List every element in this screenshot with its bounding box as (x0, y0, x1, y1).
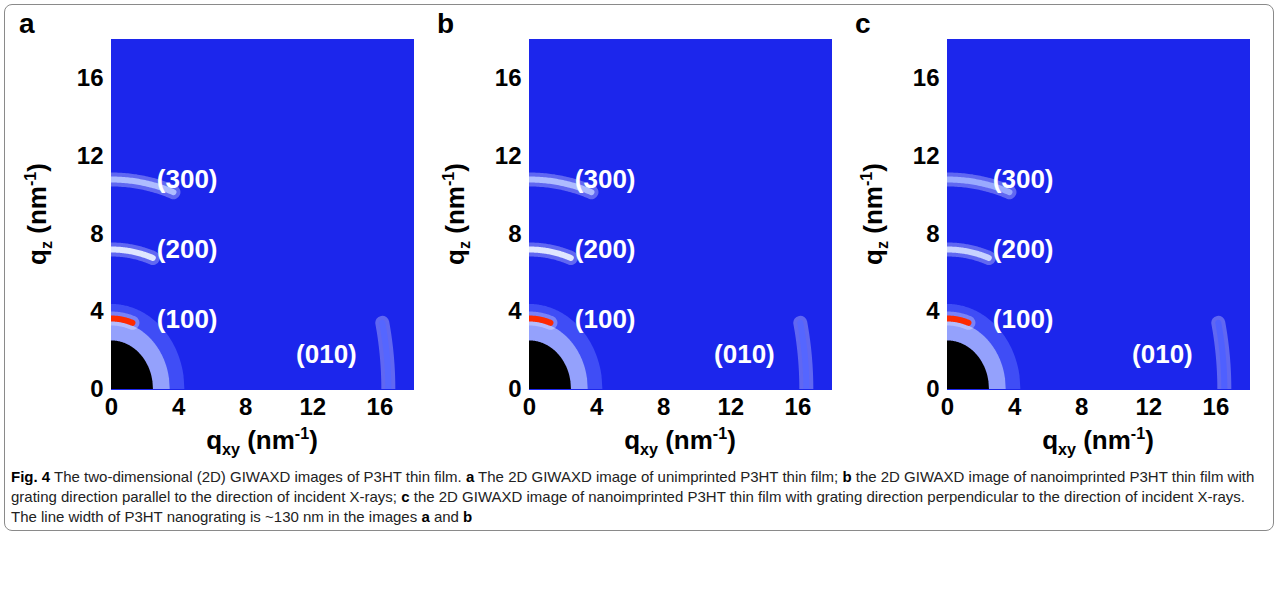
svg-text:16: 16 (367, 393, 394, 420)
svg-text:(010): (010) (296, 339, 357, 369)
html-text:q: q (858, 249, 888, 265)
svg-text:0: 0 (926, 375, 939, 402)
svg-text:0: 0 (105, 393, 118, 420)
svg-text:0: 0 (90, 375, 103, 402)
svg-text:4: 4 (1008, 393, 1022, 420)
html-text:qxy(nm-1): qxy(nm-1) (624, 424, 736, 459)
svg-text:16: 16 (913, 64, 940, 91)
html-text:-1: -1 (21, 171, 40, 187)
svg-text:0: 0 (523, 393, 536, 420)
html-text:(nm: (nm (22, 186, 52, 241)
svg-text:4: 4 (90, 297, 104, 324)
svg-text:(200): (200) (157, 234, 218, 264)
svg-text:(100): (100) (157, 304, 218, 334)
svg-text:(300): (300) (157, 164, 218, 194)
svg-text:(300): (300) (993, 164, 1054, 194)
html-text:z: z (455, 241, 474, 249)
svg-text:(100): (100) (993, 304, 1054, 334)
svg-text:8: 8 (508, 220, 521, 247)
html-text:z: z (873, 241, 892, 249)
html-text:qxy(nm-1): qxy(nm-1) (1042, 424, 1154, 459)
svg-text:(200): (200) (993, 234, 1054, 264)
svg-text:12: 12 (913, 142, 940, 169)
svg-text:(100): (100) (575, 304, 636, 334)
svg-text:8: 8 (239, 393, 252, 420)
html-text:q: q (22, 249, 52, 265)
svg-text:16: 16 (495, 64, 522, 91)
svg-text:4: 4 (590, 393, 604, 420)
html-text:qxy(nm-1): qxy(nm-1) (206, 424, 318, 459)
svg-text:12: 12 (717, 393, 744, 420)
svg-text:(300): (300) (575, 164, 636, 194)
html-text:b: b (437, 8, 455, 39)
html-text:q: q (440, 249, 470, 265)
svg-text:12: 12 (1135, 393, 1162, 420)
svg-text:16: 16 (77, 64, 104, 91)
svg-text:8: 8 (657, 393, 670, 420)
svg-text:12: 12 (495, 142, 522, 169)
svg-text:(010): (010) (714, 339, 775, 369)
svg-text:12: 12 (299, 393, 326, 420)
html-text:(nm: (nm (858, 186, 888, 241)
html-text:(nm: (nm (440, 186, 470, 241)
html-text:a: a (19, 8, 35, 39)
svg-text:8: 8 (90, 220, 103, 247)
html-text:-1: -1 (439, 171, 458, 187)
svg-text:16: 16 (1203, 393, 1230, 420)
svg-text:4: 4 (926, 297, 940, 324)
svg-text:16: 16 (785, 393, 812, 420)
svg-text:8: 8 (1075, 393, 1088, 420)
html-text:-1: -1 (857, 171, 876, 187)
html-text:c: c (855, 8, 871, 39)
svg-text:8: 8 (926, 220, 939, 247)
html-text:Fig. 4 The two-dimensional (2D: Fig. 4 The two-dimensional (2D) GIWAXD i… (11, 468, 1255, 525)
svg-text:(010): (010) (1132, 339, 1193, 369)
svg-text:0: 0 (508, 375, 521, 402)
svg-text:4: 4 (508, 297, 522, 324)
svg-text:4: 4 (172, 393, 186, 420)
html-text:z: z (37, 241, 56, 249)
svg-text:(200): (200) (575, 234, 636, 264)
svg-text:12: 12 (77, 142, 104, 169)
svg-text:0: 0 (941, 393, 954, 420)
